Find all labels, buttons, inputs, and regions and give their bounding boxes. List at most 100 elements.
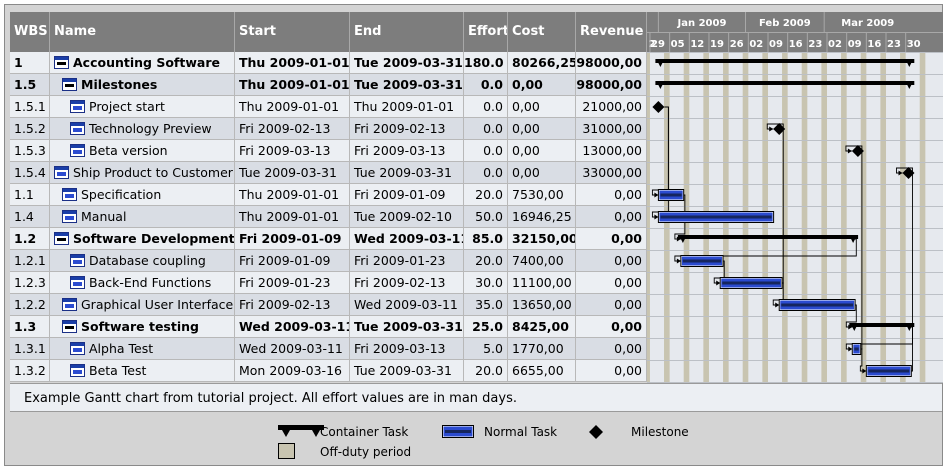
- task-start-cell: Tue 2009-03-31: [235, 162, 350, 184]
- milestone-legend-icon: [589, 425, 603, 439]
- week-label: 09: [769, 39, 783, 50]
- task-name: Beta version: [89, 143, 168, 158]
- table-row[interactable]: 1.2.1 Database coupling Fri 2009-01-09 Fri …: [10, 250, 647, 272]
- task-name: Back-End Functions: [89, 275, 212, 290]
- offduty-stripe: [860, 52, 867, 383]
- table-row[interactable]: 1.1 Specification Thu 2009-01-01 Fri 2009-0…: [10, 184, 647, 206]
- arrow-head: [769, 126, 774, 132]
- task-name: Manual: [81, 209, 127, 224]
- week-label: 02: [828, 39, 842, 50]
- task-name-cell: Database coupling: [50, 250, 235, 272]
- arrow-head: [898, 170, 903, 176]
- task-end-cell: Fri 2009-01-23: [350, 250, 464, 272]
- col-header-revenue[interactable]: Revenue: [576, 12, 647, 52]
- task-cost-cell: 7400,00: [508, 250, 576, 272]
- offduty-legend-icon: [278, 443, 295, 459]
- task-revenue-cell: 98000,00: [576, 74, 647, 96]
- table-row[interactable]: 1.5.2 Technology Preview Fri 2009-02-13 Fri…: [10, 118, 647, 140]
- offduty-stripe: [919, 52, 926, 383]
- report-frame: WBS Name Start End Effort Cost Revenue 1…: [4, 4, 943, 466]
- task-name: Technology Preview: [89, 121, 212, 136]
- table-row[interactable]: 1.5.3 Beta version Fri 2009-03-13 Fri 2009-…: [10, 140, 647, 162]
- task-revenue-cell: 0,00: [576, 272, 647, 294]
- table-row[interactable]: 1 Accounting Software Thu 2009-01-01 Tue 20…: [10, 52, 647, 74]
- task-wbs-cell: 1: [10, 52, 50, 74]
- legend-normal-label: Normal Task: [484, 425, 558, 439]
- task-end-cell: Wed 2009-03-11: [350, 294, 464, 316]
- task-name-cell: Milestones: [50, 74, 235, 96]
- task-start-cell: Wed 2009-03-11: [235, 338, 350, 360]
- milestone-marker[interactable]: [851, 145, 864, 157]
- col-header-cost[interactable]: Cost: [508, 12, 576, 52]
- task-bar-progress: [781, 303, 854, 307]
- week-label: 29: [651, 39, 665, 50]
- table-row[interactable]: 1.5 Milestones Thu 2009-01-01 Tue 2009-03-3…: [10, 74, 647, 96]
- task-bar-progress: [868, 369, 910, 373]
- container-bar[interactable]: [677, 235, 859, 243]
- task-end-cell: Tue 2009-03-31: [350, 74, 464, 96]
- table-row[interactable]: 1.5.4 Ship Product to Customer Tue 2009-03…: [10, 162, 647, 184]
- task-cost-cell: 7530,00: [508, 184, 576, 206]
- task-cost-cell: 0,00: [508, 118, 576, 140]
- task-effort-cell: 25.0: [464, 316, 508, 338]
- task-icon: [62, 210, 77, 223]
- task-start-cell: Mon 2009-03-16: [235, 360, 350, 382]
- task-revenue-cell: 0,00: [576, 316, 647, 338]
- task-effort-cell: 0.0: [464, 140, 508, 162]
- task-cost-cell: 1770,00: [508, 338, 576, 360]
- table-row[interactable]: 1.5.1 Project start Thu 2009-01-01 Thu 2009…: [10, 96, 647, 118]
- task-wbs-cell: 1.2.2: [10, 294, 50, 316]
- week-label: 2: [649, 39, 656, 50]
- task-revenue-cell: 0,00: [576, 250, 647, 272]
- task-effort-cell: 0.0: [464, 74, 508, 96]
- table-row[interactable]: 1.3.1 Alpha Test Wed 2009-03-11 Fri 2009-03…: [10, 338, 647, 360]
- dependency-arrow: [845, 304, 857, 328]
- milestone-marker[interactable]: [652, 101, 665, 113]
- table-row[interactable]: 1.2 Software Development Fri 2009-01-09 Wed…: [10, 228, 647, 250]
- col-header-start[interactable]: Start: [235, 12, 350, 52]
- legend-container-label: Container Task: [320, 425, 409, 439]
- task-revenue-cell: 31000,00: [576, 118, 647, 140]
- task-effort-cell: 20.0: [464, 184, 508, 206]
- container-bar[interactable]: [849, 323, 915, 331]
- task-revenue-cell: 0,00: [576, 294, 647, 316]
- task-start-cell: Wed 2009-03-11: [235, 316, 350, 338]
- table-row[interactable]: 1.2.3 Back-End Functions Fri 2009-01-23 Fri…: [10, 272, 647, 294]
- container-bar[interactable]: [655, 59, 915, 67]
- col-header-wbs[interactable]: WBS: [10, 12, 50, 52]
- task-cost-cell: 0,00: [508, 96, 576, 118]
- milestone-marker[interactable]: [773, 123, 786, 135]
- task-effort-cell: 0.0: [464, 96, 508, 118]
- task-revenue-cell: 0,00: [576, 228, 647, 250]
- task-effort-cell: 0.0: [464, 162, 508, 184]
- week-label: 23: [887, 39, 901, 50]
- task-bar-progress: [660, 215, 772, 219]
- milestone-marker[interactable]: [902, 167, 915, 179]
- week-label: 16: [867, 39, 881, 50]
- task-bar-progress: [660, 193, 682, 197]
- task-start-cell: Fri 2009-01-09: [235, 228, 350, 250]
- task-effort-cell: 5.0: [464, 338, 508, 360]
- task-wbs-cell: 1.5.2: [10, 118, 50, 140]
- task-name: Database coupling: [89, 253, 206, 268]
- week-label: 26: [730, 39, 744, 50]
- task-name-cell: Beta version: [50, 140, 235, 162]
- container-bar[interactable]: [655, 81, 915, 89]
- task-start-cell: Thu 2009-01-01: [235, 74, 350, 96]
- col-header-end[interactable]: End: [350, 12, 464, 52]
- table-row[interactable]: 1.2.2 Graphical User Interface Fri 2009-02…: [10, 294, 647, 316]
- week-label: 02: [749, 39, 763, 50]
- legend: Container Task Normal Task Milestone Off…: [10, 413, 942, 465]
- month-label: Feb 2009: [759, 18, 811, 29]
- task-end-cell: Thu 2009-01-01: [350, 96, 464, 118]
- col-header-effort[interactable]: Effort: [464, 12, 508, 52]
- task-name: Software testing: [81, 319, 199, 334]
- task-name-cell: Alpha Test: [50, 338, 235, 360]
- task-name: Specification: [81, 187, 162, 202]
- task-name: Software Development: [73, 231, 235, 246]
- col-header-name[interactable]: Name: [50, 12, 235, 52]
- table-row[interactable]: 1.3 Software testing Wed 2009-03-11 Tue 200…: [10, 316, 647, 338]
- table-row[interactable]: 1.4 Manual Thu 2009-01-01 Tue 2009-02-10 50.…: [10, 206, 647, 228]
- task-icon: [70, 254, 85, 267]
- table-row[interactable]: 1.3.2 Beta Test Mon 2009-03-16 Tue 2009-03-…: [10, 360, 647, 382]
